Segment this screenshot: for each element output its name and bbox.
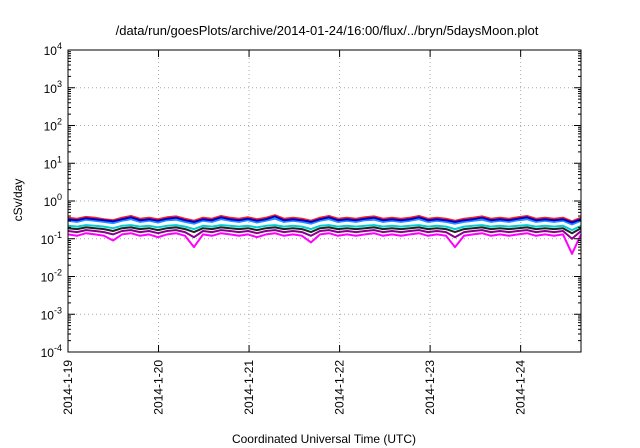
x-tick-label: 2014-1-21 xyxy=(242,360,256,415)
y-tick-label: 103 xyxy=(44,79,62,96)
x-axis: 2014-1-19 2014-1-20 2014-1-21 2014-1-22 2014… xyxy=(61,50,528,415)
y-tick-label: 101 xyxy=(44,154,62,171)
x-tick-label: 2014-1-22 xyxy=(333,360,347,415)
series-line-5 xyxy=(67,217,582,226)
series-line-1 xyxy=(67,232,582,255)
series-group xyxy=(67,214,582,255)
y-axis: 10-4 10-3 10-2 10-1 100 101 102 103 104 xyxy=(41,41,581,360)
x-axis-label: Coordinated Universal Time (UTC) xyxy=(232,432,416,446)
y-tick-label: 10-1 xyxy=(41,230,62,247)
series-line-6 xyxy=(67,214,582,223)
x-tick-label: 2014-1-24 xyxy=(514,360,528,415)
y-tick-label: 102 xyxy=(44,117,62,134)
y-axis-label: cSv/day xyxy=(11,179,25,222)
y-tick-label: 10-3 xyxy=(41,305,62,322)
chart-title: /data/run/goesPlots/archive/2014-01-24/1… xyxy=(116,23,539,38)
series-line-2 xyxy=(67,229,582,240)
series-line-3 xyxy=(67,226,582,235)
y-tick-label: 10-2 xyxy=(41,268,62,285)
y-tick-label: 10-4 xyxy=(41,343,62,360)
x-tick-label: 2014-1-20 xyxy=(152,360,166,415)
y-tick-label: 104 xyxy=(44,41,62,58)
y-tick-label: 100 xyxy=(44,192,62,209)
x-tick-label: 2014-1-23 xyxy=(423,360,437,415)
grid xyxy=(68,50,581,352)
x-tick-label: 2014-1-19 xyxy=(61,360,75,415)
series-line-7 xyxy=(67,215,582,224)
series-line-4 xyxy=(67,224,582,232)
